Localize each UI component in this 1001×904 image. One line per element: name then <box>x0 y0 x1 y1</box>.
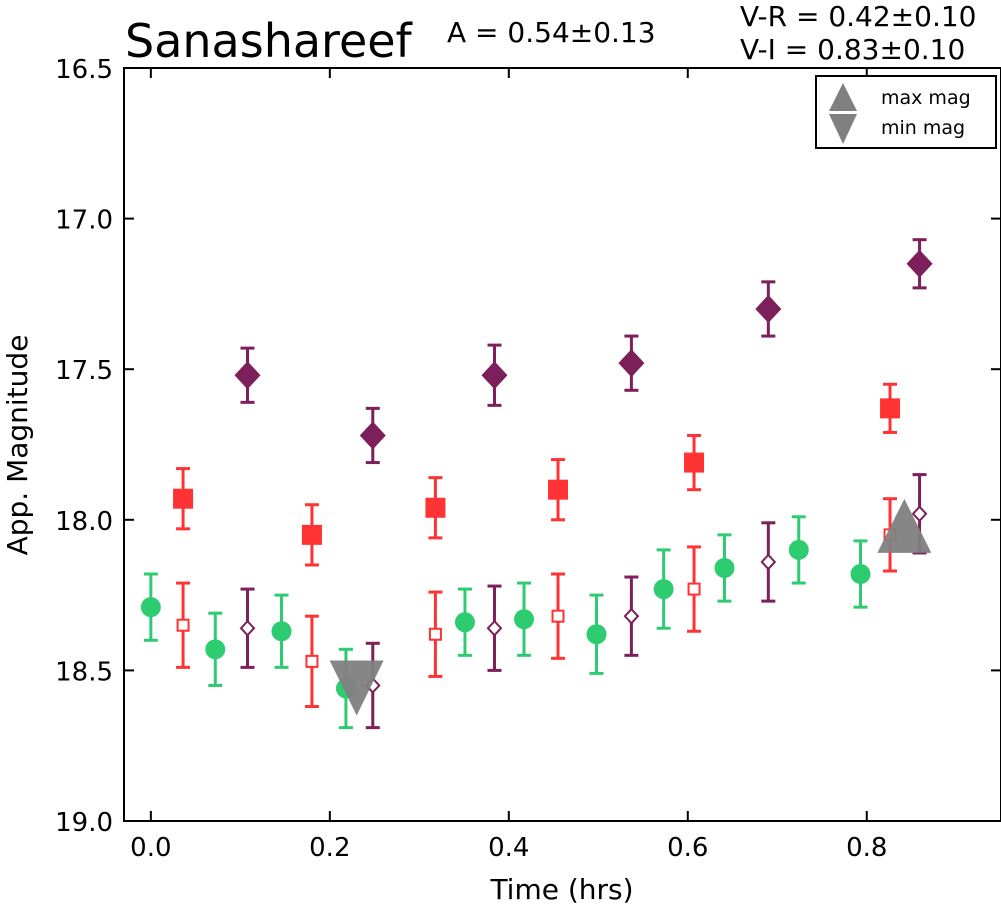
x-tick-label: 0.4 <box>488 833 529 863</box>
data-point <box>205 639 226 660</box>
data-point <box>514 609 535 630</box>
data-point <box>684 452 705 473</box>
legend-min-mag-label: min mag <box>881 117 965 139</box>
y-tick-label: 17.0 <box>55 206 113 236</box>
data-point <box>653 579 674 600</box>
y-tick-label: 16.5 <box>55 55 113 85</box>
data-point <box>173 488 194 509</box>
data-point <box>481 361 508 390</box>
legend-min-mag-icon <box>829 114 857 144</box>
data-point <box>850 564 871 585</box>
data-point <box>687 582 701 596</box>
series-r <box>173 382 901 567</box>
v-r-annotation: V-R = 0.42±0.10 <box>740 0 976 33</box>
data-point <box>234 361 261 390</box>
x-tick-label: 0.6 <box>667 833 708 863</box>
legend-max-mag-icon <box>829 83 857 111</box>
chart-title: Sanashareef <box>125 14 414 68</box>
y-tick-label: 18.5 <box>55 657 113 687</box>
data-point <box>760 553 777 571</box>
y-tick-label: 18.0 <box>55 507 113 537</box>
data-point <box>359 421 386 450</box>
data-point <box>551 609 565 623</box>
x-tick-label: 0.0 <box>130 833 171 863</box>
data-point <box>906 249 933 278</box>
x-tick-label: 0.8 <box>846 833 887 863</box>
data-point <box>176 618 190 632</box>
y-tick-label: 19.0 <box>55 808 113 838</box>
data-point <box>586 624 607 645</box>
data-point <box>755 294 782 323</box>
y-tick-label: 17.5 <box>55 356 113 386</box>
extrema-markers <box>329 498 932 716</box>
v-i-annotation: V-I = 0.83±0.10 <box>740 33 965 66</box>
data-point <box>305 654 319 668</box>
amplitude-annotation: A = 0.54±0.13 <box>447 16 656 49</box>
data-point <box>271 621 292 642</box>
min-mag-marker <box>329 660 384 716</box>
data-point <box>428 627 442 641</box>
axis-ticks: 0.0 0.2 0.4 0.6 0.8 16.5 17.0 17.5 18.0 18.5 19.0 <box>55 55 1001 863</box>
data-point <box>425 497 446 518</box>
data-point <box>548 479 569 500</box>
plot-frame <box>123 67 1001 822</box>
max-mag-marker <box>877 498 932 553</box>
x-axis-label: Time (hrs) <box>489 873 633 904</box>
data-point <box>486 619 503 637</box>
data-point <box>911 505 928 523</box>
data-point <box>623 607 640 625</box>
x-tick-label: 0.2 <box>309 833 350 863</box>
plot-area <box>140 238 933 730</box>
data-point <box>880 398 901 419</box>
legend-max-mag-label: max mag <box>881 87 971 109</box>
legend: max mag min mag <box>815 75 997 149</box>
data-point <box>618 349 645 378</box>
series-i <box>234 238 933 465</box>
data-point <box>301 524 322 545</box>
data-point <box>140 597 161 618</box>
data-point <box>239 619 256 637</box>
data-point <box>714 557 735 578</box>
y-axis-label: App. Magnitude <box>1 335 34 556</box>
series-v <box>140 515 871 730</box>
data-point <box>454 612 475 633</box>
series-r-derived <box>176 497 898 709</box>
data-point <box>788 539 809 560</box>
